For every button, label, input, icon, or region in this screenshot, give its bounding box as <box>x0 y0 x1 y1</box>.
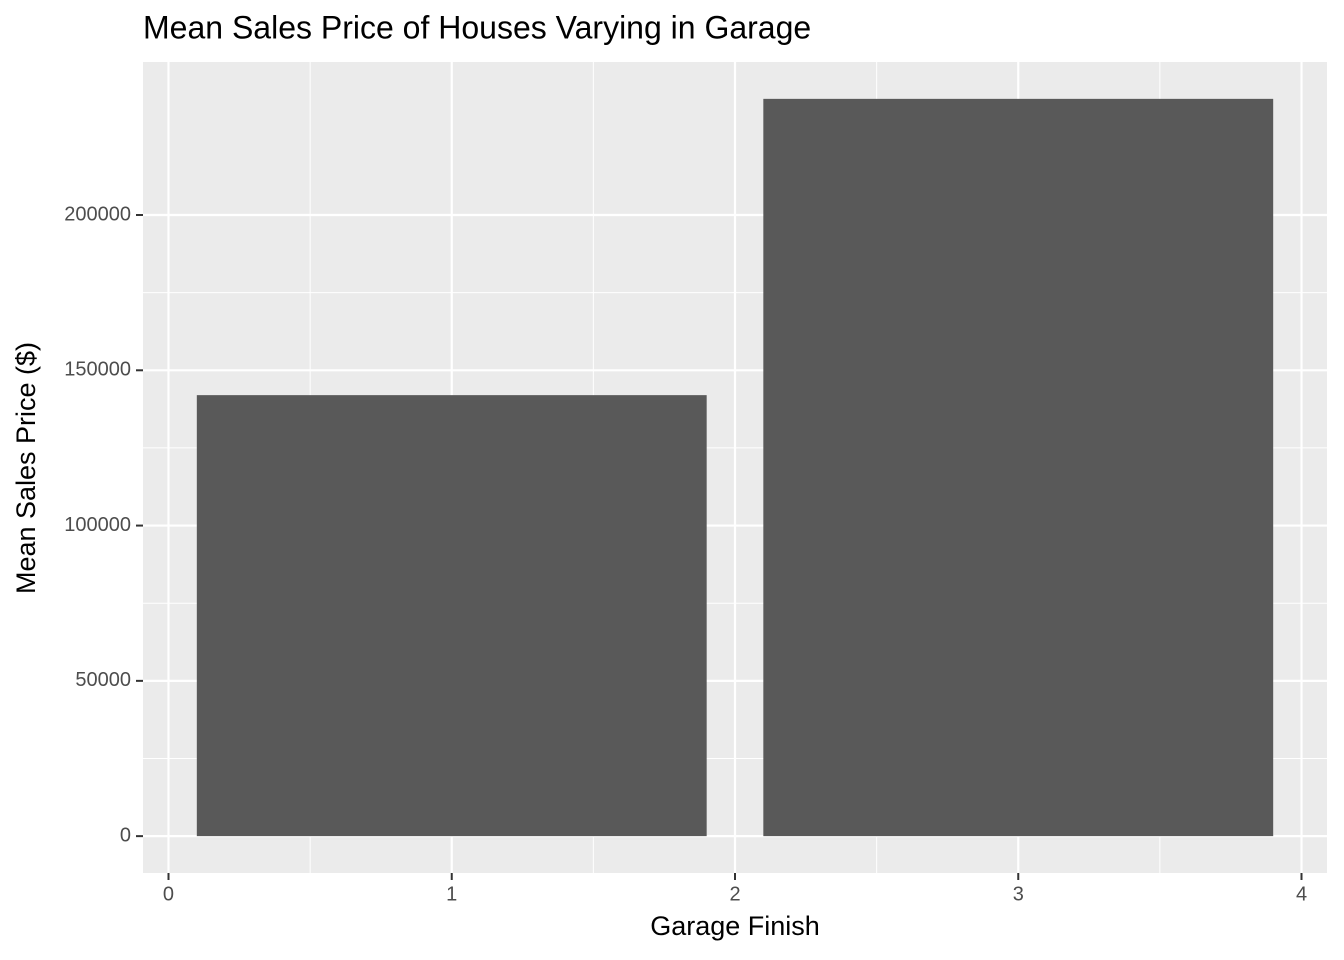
x-tick-label: 0 <box>163 883 174 905</box>
x-axis-title: Garage Finish <box>650 911 820 941</box>
chart-title: Mean Sales Price of Houses Varying in Ga… <box>143 9 811 45</box>
y-tick-label: 100000 <box>64 514 131 536</box>
bar <box>763 98 1274 837</box>
x-tick-label: 1 <box>446 883 457 905</box>
y-tick-label: 150000 <box>64 359 131 381</box>
y-tick-label: 50000 <box>75 669 131 691</box>
x-tick-label: 2 <box>729 883 740 905</box>
x-tick-label: 4 <box>1296 883 1307 905</box>
y-tick-label: 200000 <box>64 203 131 225</box>
bar <box>196 395 707 837</box>
y-tick-label: 0 <box>120 824 131 846</box>
x-tick-label: 3 <box>1013 883 1024 905</box>
y-axis-title: Mean Sales Price ($) <box>11 342 41 594</box>
